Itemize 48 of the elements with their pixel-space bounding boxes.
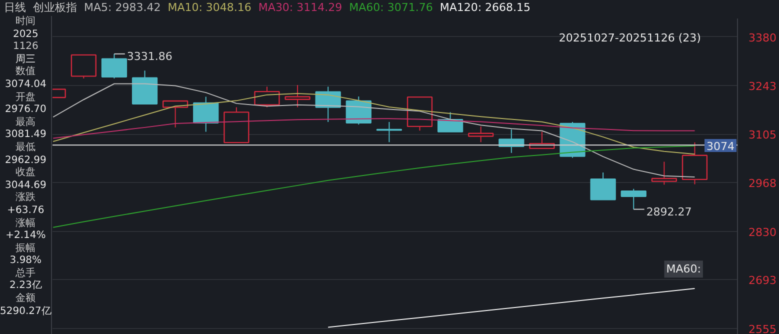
y-tick-label: 3105 <box>748 128 776 142</box>
text: 总手 <box>14 268 37 280</box>
text: MA30: 3114.29 <box>258 1 342 14</box>
ref-line-label: 3074 <box>706 140 735 154</box>
y-tick-label: 2693 <box>748 274 776 288</box>
text: MA5: 2983.42 <box>84 1 161 14</box>
text: 时间 <box>14 16 37 29</box>
text: 3074.04 <box>4 78 48 92</box>
text: MA60: 3071.76 <box>349 1 433 14</box>
text: 2.23亿 <box>8 280 43 292</box>
text: 最低 <box>14 142 37 155</box>
text: 数值 <box>14 66 37 79</box>
text: 涨幅 <box>14 218 37 230</box>
text: 5290.27亿 <box>0 306 52 318</box>
text: 3044.69 <box>4 180 48 192</box>
annotation: 20251027-20251126 (23) <box>558 32 701 44</box>
text: 收盘 <box>14 167 37 180</box>
line-series <box>52 118 696 139</box>
chart-subtitle: 创业板指 <box>33 1 77 14</box>
text: 2962.99 <box>4 154 48 167</box>
text: 振幅 <box>14 242 37 256</box>
text: 3081.49 <box>4 129 48 142</box>
text: 最高 <box>14 116 37 130</box>
text: 1126 <box>12 41 40 54</box>
annotation: MA60: <box>666 262 701 276</box>
text: +63.76 <box>6 204 46 218</box>
text: 开盘 <box>14 92 37 104</box>
chart-title: 日线 <box>4 1 26 14</box>
text: 涨跌 <box>14 192 37 205</box>
text: +2.14% <box>4 230 47 243</box>
candlestick <box>682 142 708 185</box>
line-series <box>52 145 696 228</box>
annotation: 3331.86 <box>126 50 172 63</box>
y-tick-label: 3243 <box>748 80 776 93</box>
y-tick-label: 3380 <box>748 31 776 44</box>
y-tick-label: 2555 <box>748 322 776 334</box>
line-series <box>328 288 696 328</box>
text: MA120: 2668.15 <box>440 1 531 14</box>
y-tick-label: 2830 <box>748 226 776 239</box>
text: 周三 <box>14 54 37 66</box>
text: 2025 <box>12 28 40 42</box>
text: 3.98% <box>8 255 43 268</box>
candlestick <box>376 121 402 143</box>
text: 金额 <box>14 293 37 306</box>
y-tick-label: 2968 <box>748 177 776 190</box>
text: MA10: 3048.16 <box>168 1 252 14</box>
text: 2976.70 <box>4 104 48 116</box>
annotation: 2892.27 <box>646 205 692 218</box>
